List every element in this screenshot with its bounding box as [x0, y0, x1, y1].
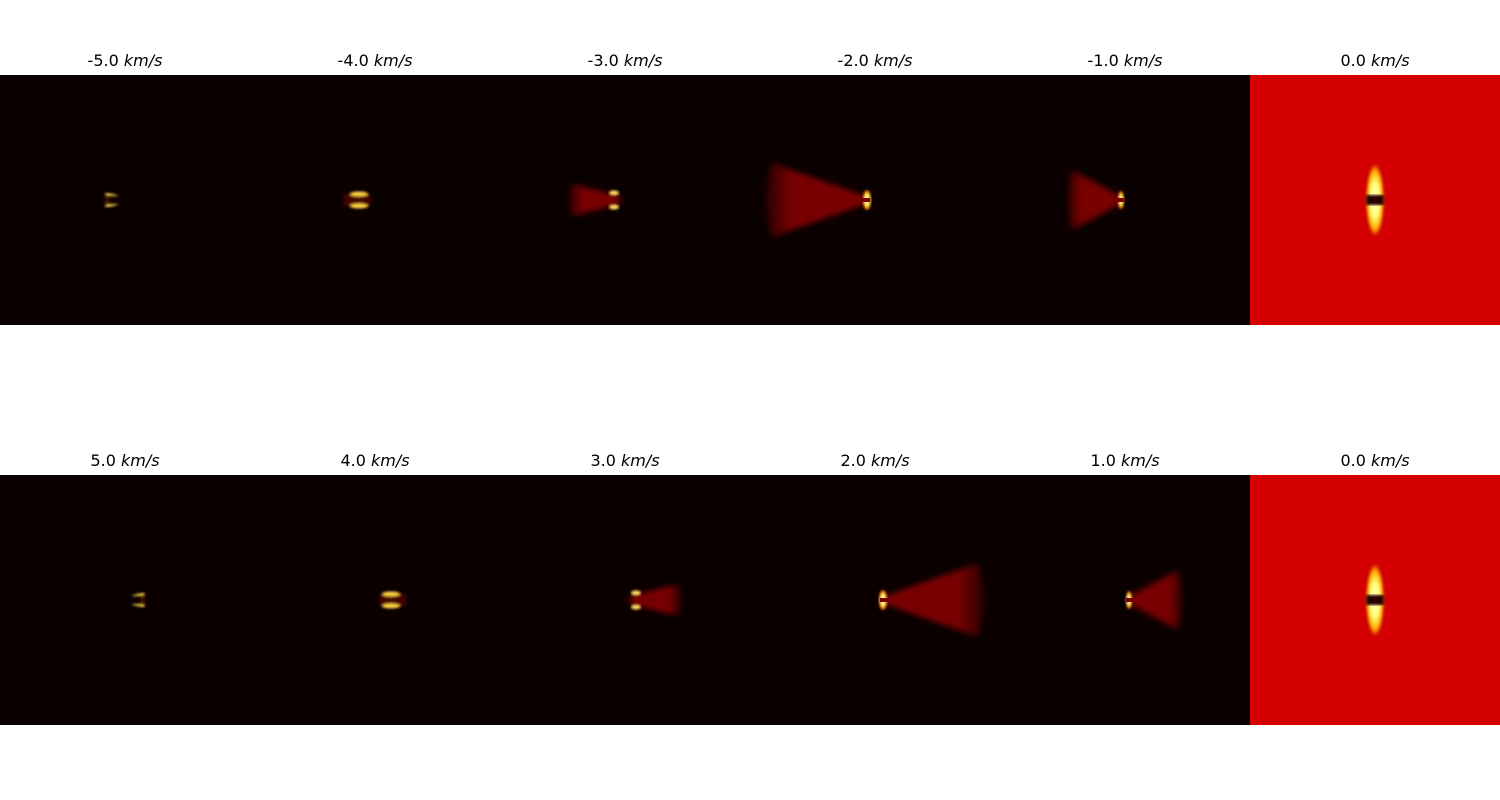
- emission-bottom-4: [1126, 570, 1183, 630]
- label-top-2: -3.0 km/s: [587, 51, 663, 70]
- emission-bottom-1: [380, 591, 406, 609]
- emission-bottom-2: [630, 584, 681, 616]
- emission-bottom-5: [1366, 564, 1384, 636]
- channel-row-redshifted: [0, 475, 1500, 725]
- label-bottom-1: 4.0 km/s: [340, 451, 410, 470]
- emission-bottom-3: [879, 563, 984, 637]
- label-top-0: -5.0 km/s: [87, 51, 163, 70]
- label-bottom-3: 2.0 km/s: [840, 451, 910, 470]
- emission-top-3: [766, 163, 871, 237]
- label-bottom-0: 5.0 km/s: [90, 451, 160, 470]
- emission-top-0: [104, 193, 119, 207]
- label-bottom-4: 1.0 km/s: [1090, 451, 1160, 470]
- panel-bg-bottom-2: [500, 475, 750, 725]
- channel-row-redshifted-svg: [0, 475, 1500, 725]
- panel-bg-top-0: [0, 75, 250, 325]
- label-bottom-5: 0.0 km/s: [1340, 451, 1410, 470]
- channel-row-blueshifted: [0, 75, 1500, 325]
- emission-bottom-0: [131, 593, 146, 607]
- panel-bg-top-4: [1000, 75, 1250, 325]
- emission-top-4: [1067, 170, 1124, 230]
- panel-bg-bottom-1: [250, 475, 500, 725]
- label-bottom-2: 3.0 km/s: [590, 451, 660, 470]
- panel-bg-top-1: [250, 75, 500, 325]
- emission-top-5: [1366, 164, 1384, 236]
- label-top-4: -1.0 km/s: [1087, 51, 1163, 70]
- panel-bg-bottom-0: [0, 475, 250, 725]
- panel-bg-top-2: [500, 75, 750, 325]
- emission-top-1: [344, 191, 370, 209]
- channel-row-blueshifted-svg: [0, 75, 1500, 325]
- emission-top-2: [569, 184, 620, 216]
- label-top-3: -2.0 km/s: [837, 51, 913, 70]
- label-top-1: -4.0 km/s: [337, 51, 413, 70]
- label-top-5: 0.0 km/s: [1340, 51, 1410, 70]
- panel-bg-bottom-4: [1000, 475, 1250, 725]
